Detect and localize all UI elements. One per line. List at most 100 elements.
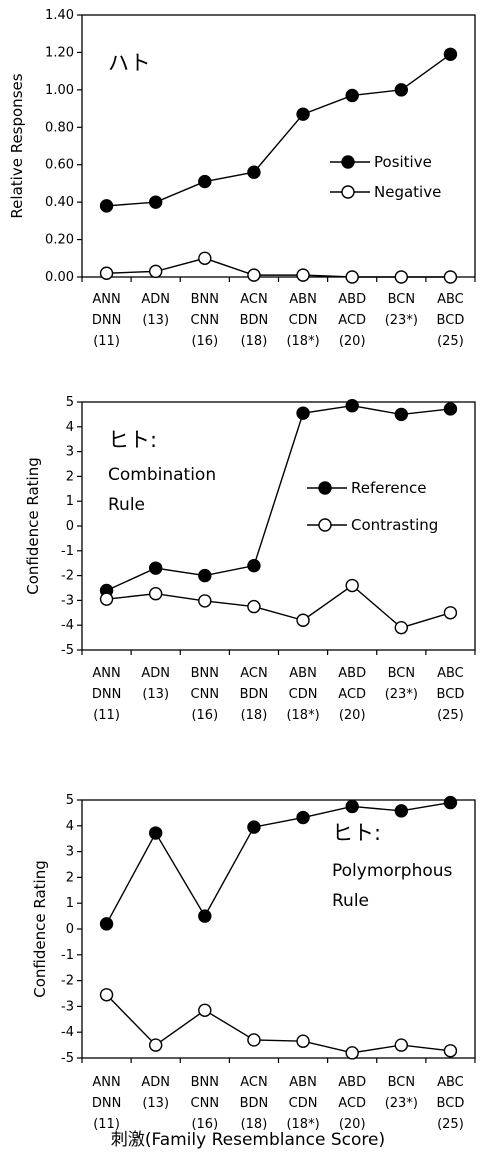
x-tick-label: ABN [289, 292, 317, 307]
data-point [394, 270, 409, 284]
x-tick-label: ABD [338, 666, 366, 681]
x-tick-label: (11) [93, 1117, 120, 1132]
y-tick-label: 3 [66, 445, 74, 460]
x-tick-label: (20) [339, 334, 366, 349]
x-tick-label: BDN [240, 313, 269, 328]
x-axis-title: 刺激(Family Resemblance Score) [111, 1130, 385, 1150]
y-axis-title: Relative Responses [8, 73, 26, 218]
x-tick-label: BDN [240, 687, 269, 702]
x-tick-label: ABC [437, 1075, 464, 1090]
y-tick-label: -3 [61, 593, 74, 608]
data-point [345, 399, 359, 413]
x-tick-label: BNN [191, 666, 219, 681]
legend-marker [341, 155, 355, 169]
data-point [99, 266, 114, 280]
data-point [296, 406, 310, 420]
x-tick-label: (25) [437, 1117, 464, 1132]
data-point [296, 268, 310, 282]
x-tick-label: ADN [141, 1075, 170, 1090]
x-tick-label: BCN [388, 292, 416, 307]
y-tick-label: -5 [61, 1051, 74, 1066]
x-tick-label: CNN [191, 687, 220, 702]
data-point [247, 820, 261, 834]
panel-subtitle: Combination [108, 465, 216, 485]
x-tick-label: (16) [191, 708, 218, 723]
x-tick-label: BCD [437, 1096, 465, 1111]
y-tick-label: -2 [61, 974, 74, 989]
legend-marker [318, 481, 332, 495]
x-tick-label: BCN [388, 666, 416, 681]
y-tick-label: 0.40 [45, 195, 74, 210]
x-tick-label: (25) [437, 334, 464, 349]
x-tick-label: DNN [92, 687, 121, 702]
data-point [198, 568, 212, 583]
x-tick-label: BDN [240, 1096, 269, 1111]
legend-label: Positive [374, 153, 432, 171]
x-tick-label: CDN [289, 687, 318, 702]
y-tick-label: 2 [66, 870, 74, 885]
x-tick-label: ACN [240, 666, 267, 681]
y-tick-label: 1 [66, 494, 74, 509]
data-point [247, 558, 261, 573]
x-tick-label: ANN [92, 292, 120, 307]
data-point [394, 83, 409, 97]
x-tick-label: (16) [191, 334, 218, 349]
y-tick-label: -3 [61, 999, 74, 1014]
y-tick-label: 0 [66, 519, 74, 534]
panel-subtitle: Polymorphous [332, 861, 453, 881]
data-point [247, 599, 261, 614]
x-tick-label: ACD [338, 313, 366, 328]
y-tick-label: 0.20 [45, 233, 74, 248]
x-tick-label: CDN [289, 1096, 318, 1111]
series-line [106, 53, 451, 207]
x-tick-label: ACD [338, 687, 366, 702]
data-point [345, 799, 359, 814]
y-tick-label: -1 [61, 948, 74, 963]
x-tick-label: DNN [92, 313, 121, 328]
data-point [198, 909, 212, 923]
x-tick-label: BNN [191, 1075, 219, 1090]
x-tick-label: (13) [142, 687, 169, 702]
data-point [99, 199, 114, 213]
legend-marker [318, 518, 332, 532]
legend-label: Contrasting [351, 516, 438, 534]
x-tick-label: (13) [142, 313, 169, 328]
x-tick-label: BCN [388, 1075, 416, 1090]
x-tick-label: (23*) [385, 1096, 418, 1111]
plot-frame [81, 799, 476, 1059]
data-point [394, 620, 409, 635]
data-point [148, 195, 163, 209]
legend-label: Negative [374, 183, 441, 201]
legend-label: Reference [351, 479, 427, 497]
x-tick-label: CDN [289, 313, 318, 328]
series-line [106, 405, 451, 592]
panel-title: ハト [108, 51, 151, 75]
y-tick-label: -5 [61, 643, 74, 658]
data-point [99, 592, 114, 606]
data-point [443, 795, 458, 810]
data-point [443, 270, 458, 284]
data-point [443, 1044, 458, 1058]
data-point [296, 107, 310, 121]
y-tick-label: 3 [66, 845, 74, 860]
data-point [296, 613, 310, 627]
y-tick-label: 1 [66, 896, 74, 911]
x-tick-label: DNN [92, 1096, 121, 1111]
data-point [296, 810, 310, 825]
y-tick-label: 5 [66, 793, 74, 808]
series-line [106, 257, 451, 278]
x-tick-label: (18*) [286, 708, 319, 723]
data-point [247, 1033, 261, 1047]
data-point [345, 88, 359, 103]
y-axis-title: Confidence Rating [31, 860, 49, 997]
x-tick-label: ABC [437, 666, 464, 681]
data-point [247, 268, 261, 282]
data-point [443, 402, 458, 416]
x-tick-label: (23*) [385, 313, 418, 328]
data-point [148, 1038, 163, 1052]
y-tick-label: 1.20 [45, 45, 74, 60]
data-point [345, 270, 359, 284]
panel-title: ヒト: [332, 821, 381, 845]
x-tick-label: ADN [141, 292, 170, 307]
